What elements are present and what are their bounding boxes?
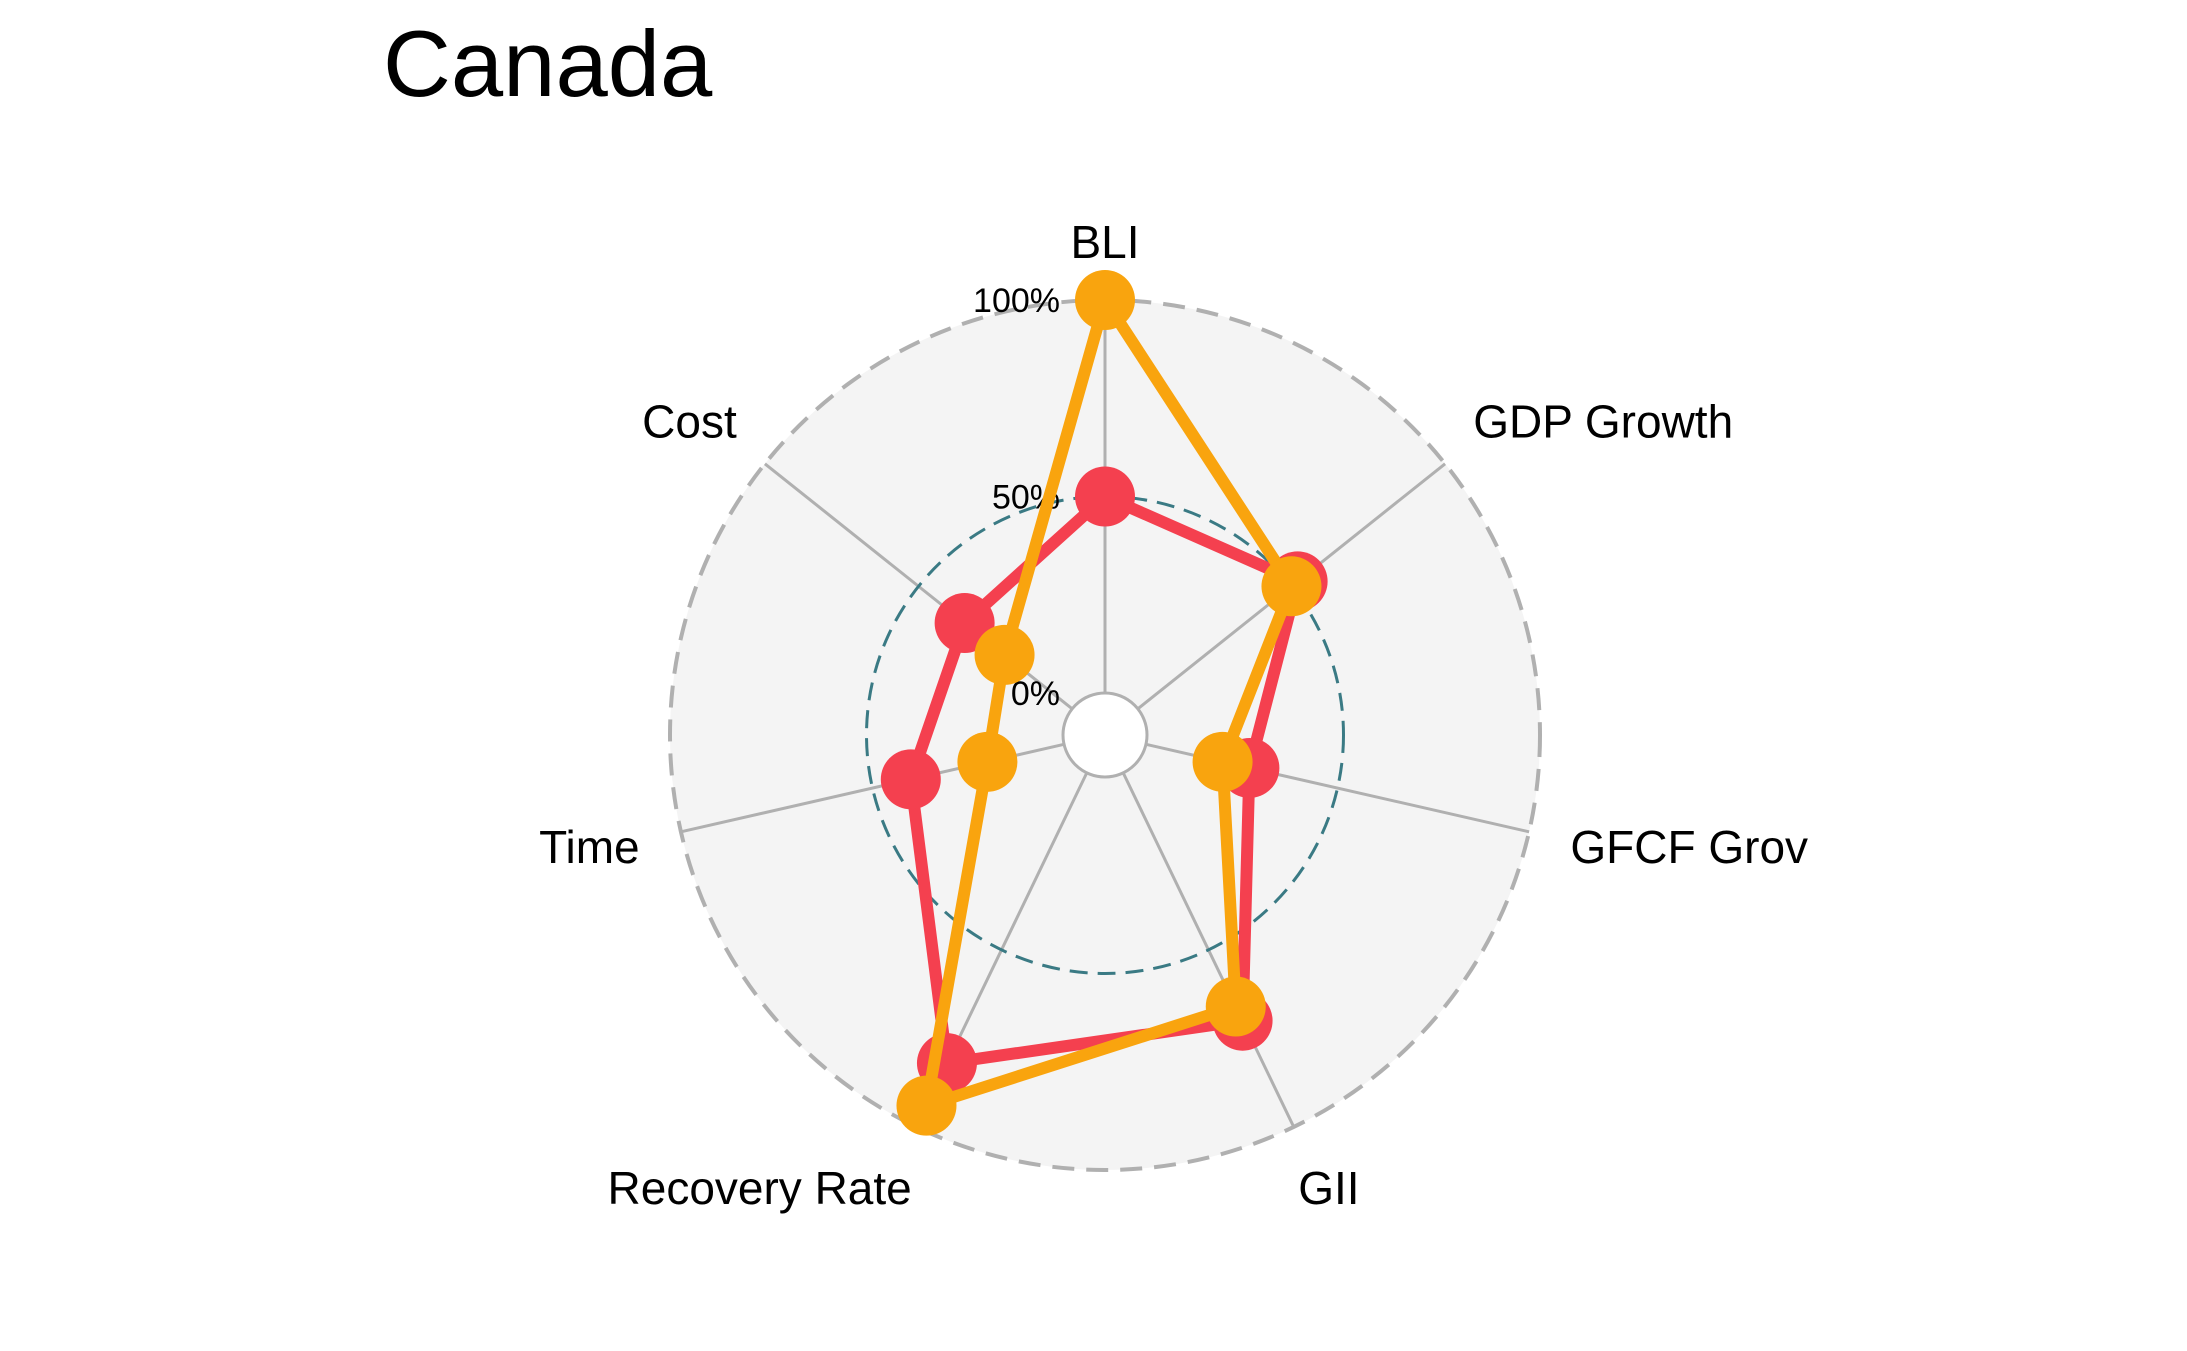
axis-label: Time bbox=[539, 821, 640, 873]
axis-label: BLI bbox=[1070, 216, 1139, 268]
series-point bbox=[974, 624, 1035, 685]
grid-label: 100% bbox=[973, 282, 1060, 320]
series-point bbox=[1261, 556, 1322, 617]
axis-label: GDP Growth bbox=[1473, 395, 1733, 447]
series-point bbox=[1075, 466, 1135, 527]
series-point bbox=[1075, 270, 1135, 330]
series-point bbox=[934, 593, 995, 654]
series-point bbox=[1205, 976, 1266, 1037]
series-point bbox=[896, 1075, 957, 1136]
series-point bbox=[1192, 731, 1253, 792]
axis-label: Recovery Rate bbox=[608, 1162, 912, 1214]
series-point bbox=[957, 731, 1018, 792]
grid-label: 0% bbox=[1011, 675, 1060, 713]
axis-label: GII bbox=[1298, 1162, 1359, 1214]
radar-inner-ring bbox=[1061, 691, 1149, 779]
series-point bbox=[880, 749, 941, 810]
axis-label: GFCF Grov bbox=[1570, 821, 1808, 873]
chart-title: Canada bbox=[383, 11, 713, 116]
axis-label: Cost bbox=[642, 395, 737, 447]
